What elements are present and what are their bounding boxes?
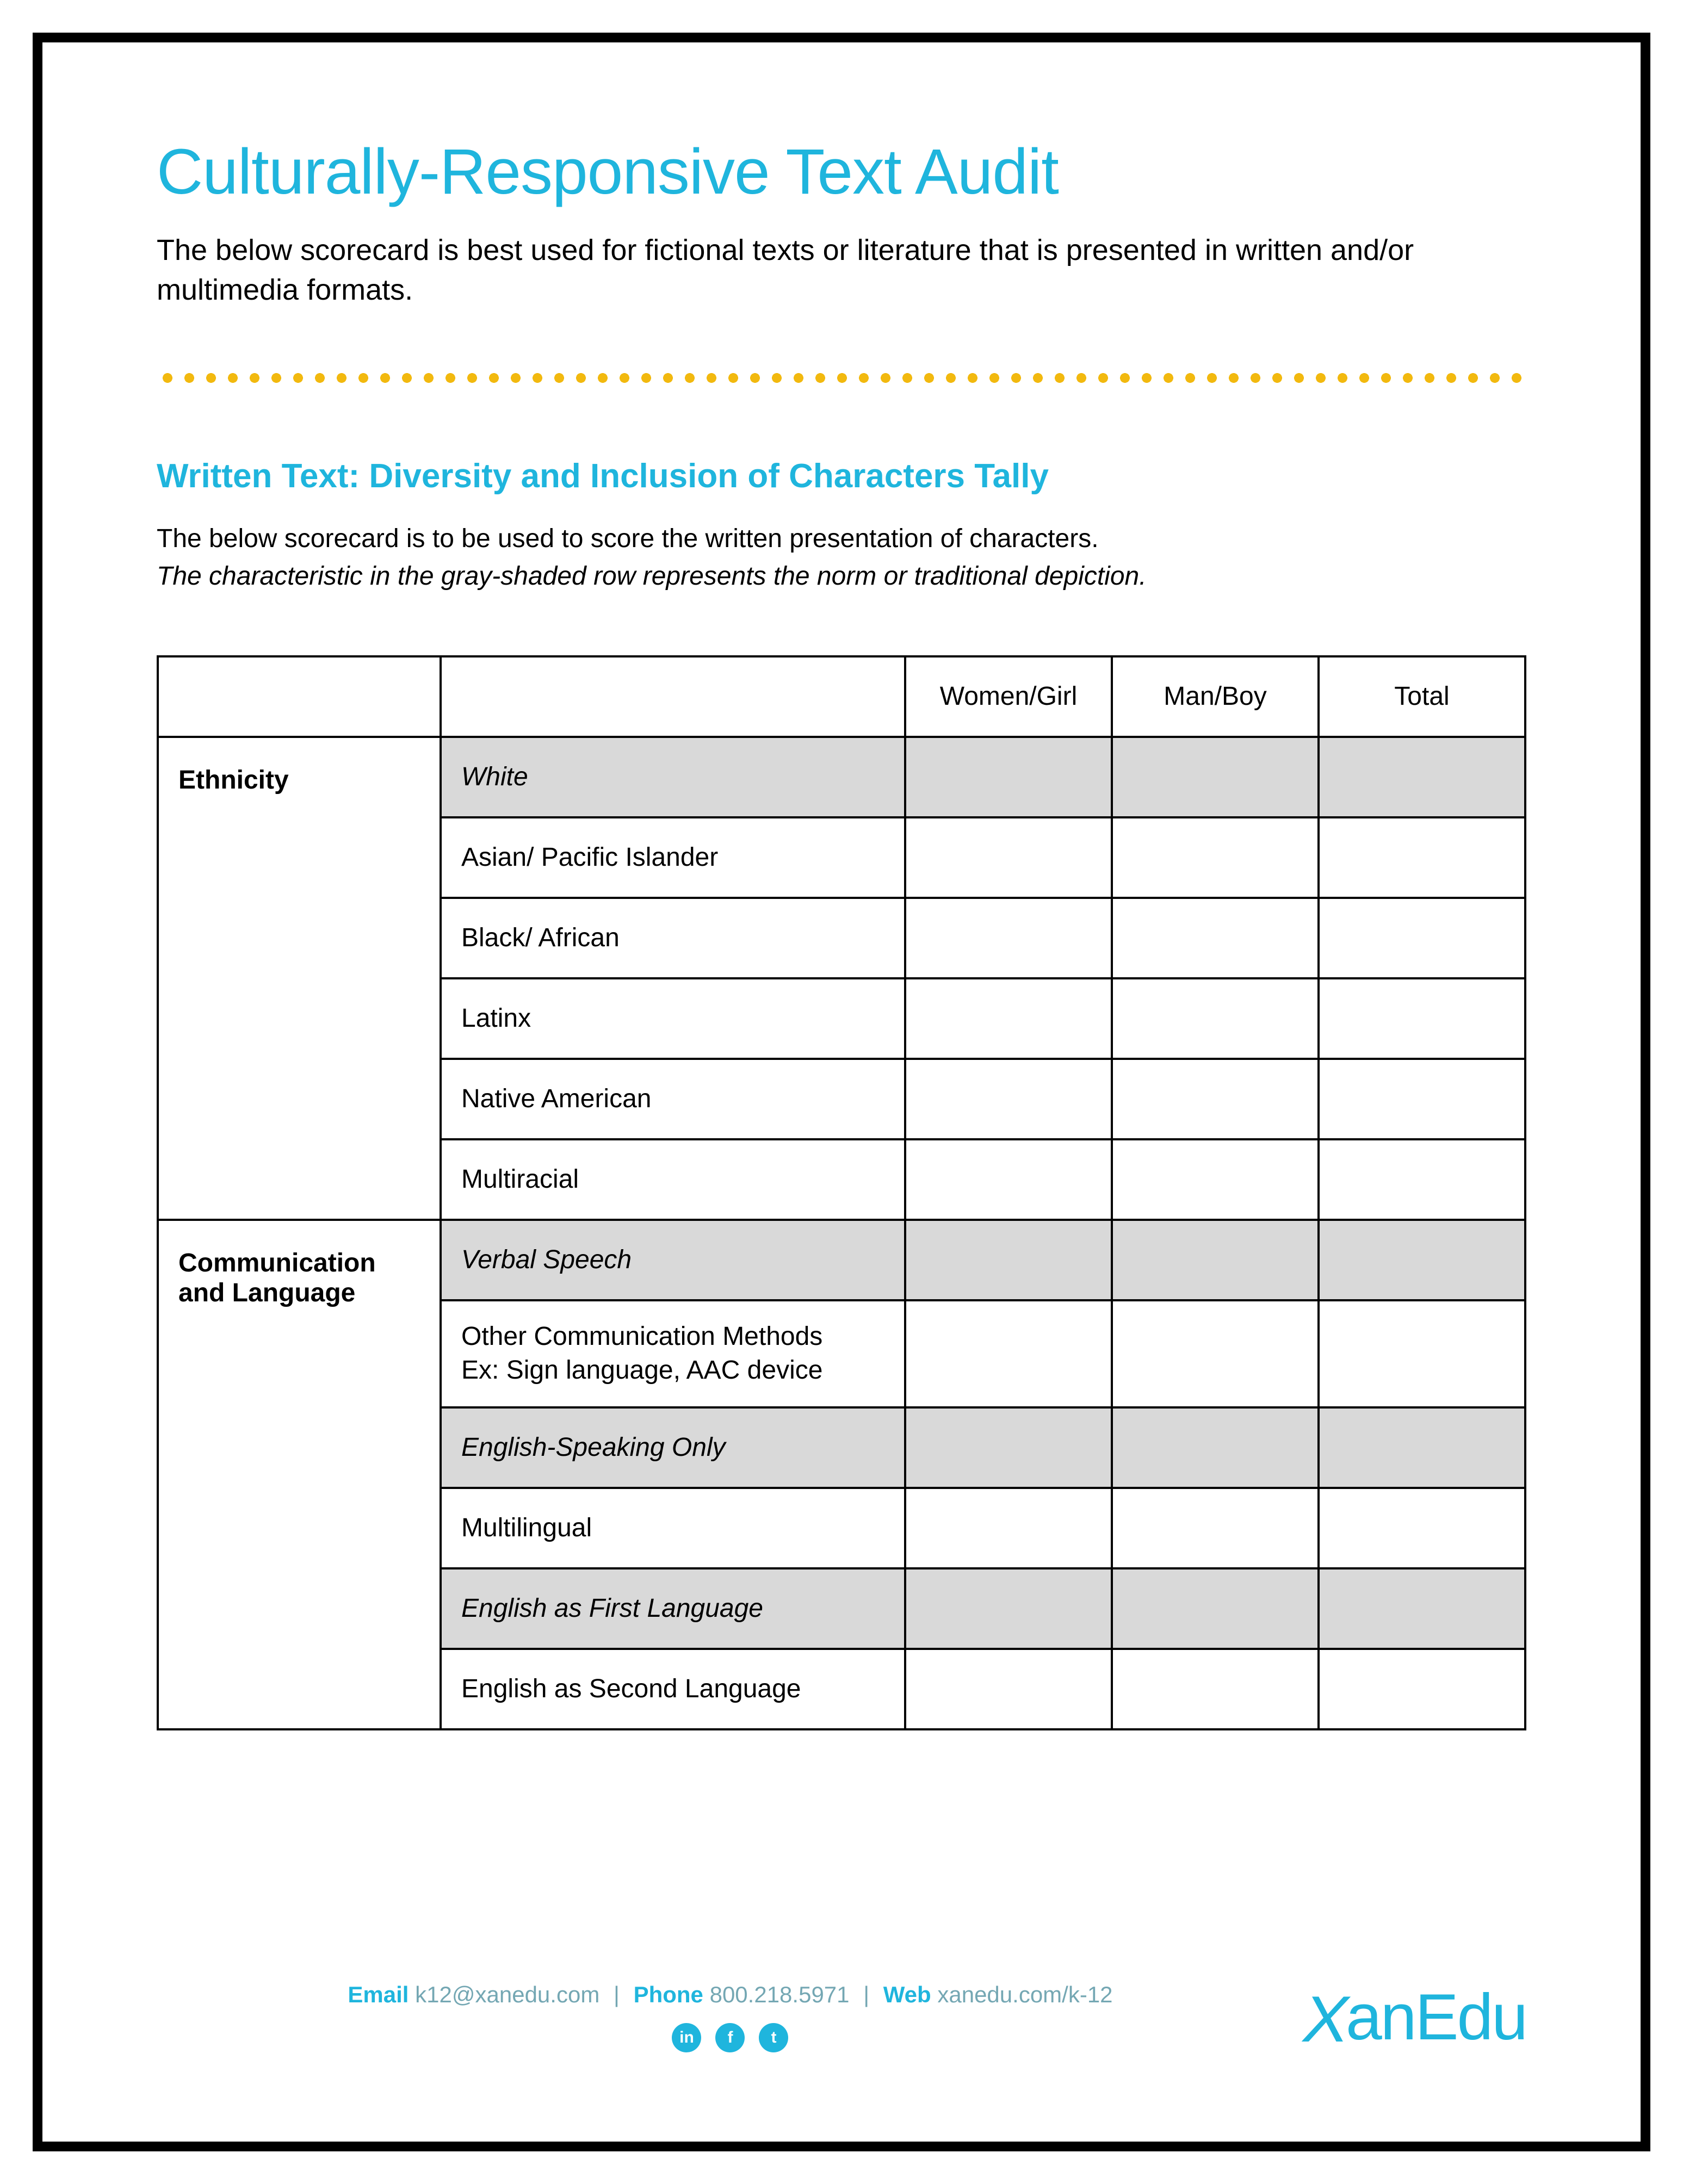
email-label: Email — [348, 1982, 409, 2007]
table-header-row: Women/Girl Man/Boy Total — [158, 656, 1525, 737]
section-desc-line1: The below scorecard is to be used to sco… — [157, 524, 1099, 553]
characteristic-cell: English as First Language — [441, 1568, 905, 1649]
man-cell[interactable] — [1112, 1407, 1319, 1488]
man-cell[interactable] — [1112, 1220, 1319, 1300]
man-cell[interactable] — [1112, 898, 1319, 978]
man-cell[interactable] — [1112, 817, 1319, 898]
brand-logo: XanEdu — [1304, 1980, 1526, 2055]
total-cell[interactable] — [1319, 1300, 1525, 1407]
characteristic-cell: Other Communication MethodsEx: Sign lang… — [441, 1300, 905, 1407]
linkedin-icon[interactable]: in — [672, 2023, 701, 2052]
characteristic-cell: Asian/ Pacific Islander — [441, 817, 905, 898]
social-icons: inft — [157, 2023, 1304, 2052]
category-cell: Communication and Language — [158, 1220, 441, 1729]
logo-glyph: X — [1303, 1982, 1347, 2057]
contact-block: Email k12@xanedu.com | Phone 800.218.597… — [157, 1982, 1304, 2052]
man-cell[interactable] — [1112, 1649, 1319, 1729]
total-cell[interactable] — [1319, 1407, 1525, 1488]
characteristic-cell: Multiracial — [441, 1139, 905, 1220]
total-cell[interactable] — [1319, 1139, 1525, 1220]
section-description: The below scorecard is to be used to sco… — [157, 520, 1526, 595]
women-cell[interactable] — [905, 898, 1112, 978]
section-heading: Written Text: Diversity and Inclusion of… — [157, 457, 1526, 495]
phone-label: Phone — [634, 1982, 703, 2007]
total-cell[interactable] — [1319, 1220, 1525, 1300]
women-cell[interactable] — [905, 1220, 1112, 1300]
man-cell[interactable] — [1112, 737, 1319, 817]
characteristic-cell: Verbal Speech — [441, 1220, 905, 1300]
email-value: k12@xanedu.com — [415, 1982, 599, 2007]
tally-table: Women/Girl Man/Boy Total EthnicityWhiteA… — [157, 655, 1526, 1730]
women-cell[interactable] — [905, 1139, 1112, 1220]
women-cell[interactable] — [905, 1649, 1112, 1729]
man-cell[interactable] — [1112, 1139, 1319, 1220]
total-cell[interactable] — [1319, 737, 1525, 817]
man-cell[interactable] — [1112, 1300, 1319, 1407]
total-cell[interactable] — [1319, 898, 1525, 978]
total-cell[interactable] — [1319, 817, 1525, 898]
page-title: Culturally-Responsive Text Audit — [157, 135, 1526, 209]
characteristic-cell: Multilingual — [441, 1488, 905, 1568]
separator-1: | — [614, 1982, 620, 2007]
page-footer: Email k12@xanedu.com | Phone 800.218.597… — [42, 1980, 1641, 2055]
man-cell[interactable] — [1112, 1568, 1319, 1649]
separator-2: | — [863, 1982, 869, 2007]
section-desc-line2: The characteristic in the gray-shaded ro… — [157, 562, 1147, 591]
table-row: EthnicityWhite — [158, 737, 1525, 817]
women-cell[interactable] — [905, 1407, 1112, 1488]
characteristic-cell: Black/ African — [441, 898, 905, 978]
col-women: Women/Girl — [905, 656, 1112, 737]
col-total: Total — [1319, 656, 1525, 737]
man-cell[interactable] — [1112, 1059, 1319, 1139]
table-row: Communication and LanguageVerbal Speech — [158, 1220, 1525, 1300]
twitter-icon[interactable]: t — [759, 2023, 788, 2052]
total-cell[interactable] — [1319, 978, 1525, 1059]
women-cell[interactable] — [905, 1300, 1112, 1407]
characteristic-cell: English-Speaking Only — [441, 1407, 905, 1488]
facebook-icon[interactable]: f — [715, 2023, 745, 2052]
phone-value: 800.218.5971 — [710, 1982, 850, 2007]
web-label: Web — [883, 1982, 931, 2007]
women-cell[interactable] — [905, 737, 1112, 817]
intro-text: The below scorecard is best used for fic… — [157, 231, 1526, 310]
total-cell[interactable] — [1319, 1568, 1525, 1649]
women-cell[interactable] — [905, 1568, 1112, 1649]
page-frame: Culturally-Responsive Text Audit The bel… — [33, 33, 1650, 2151]
characteristic-cell: English as Second Language — [441, 1649, 905, 1729]
women-cell[interactable] — [905, 978, 1112, 1059]
total-cell[interactable] — [1319, 1488, 1525, 1568]
women-cell[interactable] — [905, 817, 1112, 898]
total-cell[interactable] — [1319, 1059, 1525, 1139]
col-blank-1 — [158, 656, 441, 737]
characteristic-cell: White — [441, 737, 905, 817]
col-blank-2 — [441, 656, 905, 737]
women-cell[interactable] — [905, 1488, 1112, 1568]
contact-line: Email k12@xanedu.com | Phone 800.218.597… — [157, 1982, 1304, 2008]
characteristic-cell: Native American — [441, 1059, 905, 1139]
total-cell[interactable] — [1319, 1649, 1525, 1729]
women-cell[interactable] — [905, 1059, 1112, 1139]
man-cell[interactable] — [1112, 1488, 1319, 1568]
man-cell[interactable] — [1112, 978, 1319, 1059]
web-value: xanedu.com/k-12 — [937, 1982, 1112, 2007]
col-man: Man/Boy — [1112, 656, 1319, 737]
dotted-divider — [157, 370, 1526, 386]
characteristic-cell: Latinx — [441, 978, 905, 1059]
tally-table-body: EthnicityWhiteAsian/ Pacific IslanderBla… — [158, 737, 1525, 1729]
category-cell: Ethnicity — [158, 737, 441, 1220]
